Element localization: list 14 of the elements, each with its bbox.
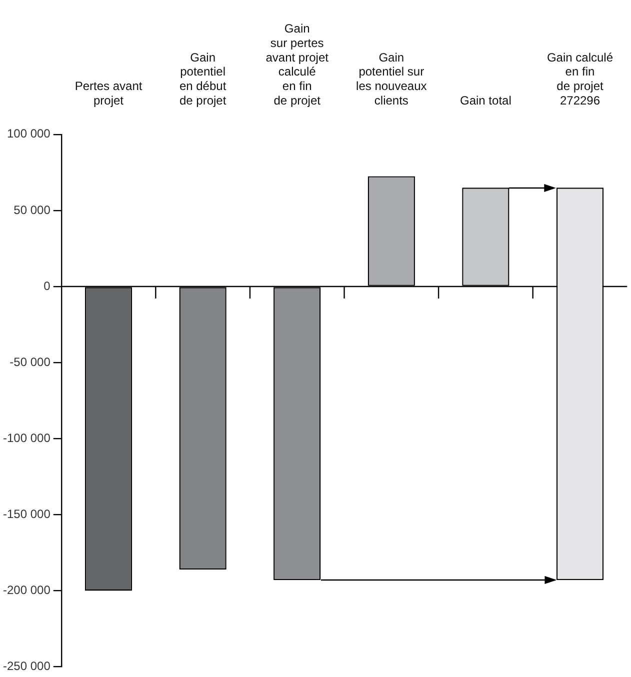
- x-tick-label: Gain potentiel sur les nouveaux clients: [356, 50, 427, 108]
- y-tick-label: 100 000: [6, 126, 51, 141]
- y-tick-label: -150 000: [3, 507, 51, 521]
- x-tick-label: Pertes avant projet: [74, 79, 143, 108]
- x-tick-label: Gain total: [460, 94, 512, 108]
- y-tick-label: -100 000: [3, 430, 51, 445]
- x-tick-label: Gain calculé en fin de projet 272296: [546, 50, 614, 108]
- y-tick-label: -200 000: [3, 583, 51, 598]
- y-tick-label: -250 000: [3, 659, 51, 674]
- x-tick-label: Gain potentiel en début de projet: [179, 50, 227, 108]
- y-tick-label: -50 000: [10, 354, 51, 369]
- y-tick-label: 0: [44, 278, 51, 293]
- y-tick-label: 50 000: [14, 202, 51, 217]
- x-tick-label: Gain sur pertes avant projet calculé en fin de projet: [266, 22, 330, 108]
